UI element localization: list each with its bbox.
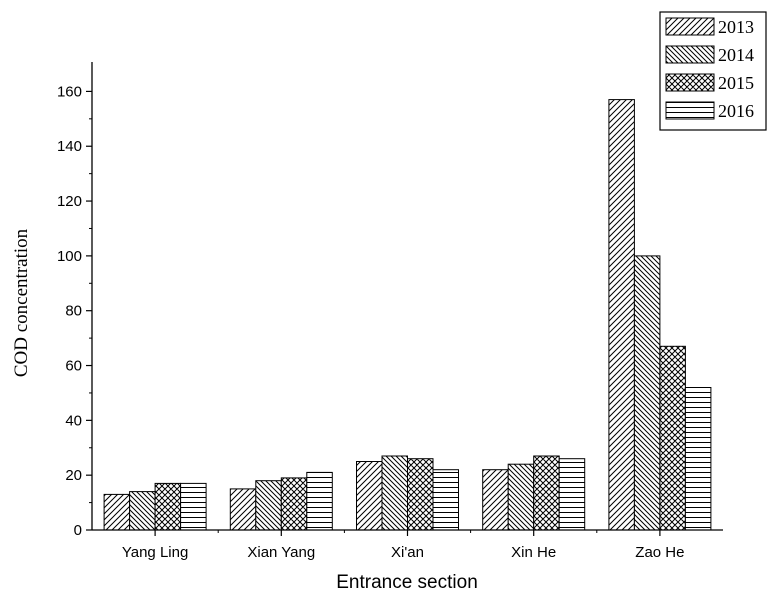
bars-group	[103, 99, 712, 531]
bar-2013-yang-ling	[103, 493, 131, 531]
bar-2013-xi-an	[356, 461, 383, 531]
x-tick-label: Yang Ling	[122, 544, 188, 561]
y-tick-label: 0	[74, 522, 82, 539]
bar-2015-xian-yang	[280, 477, 308, 531]
bar-2016-xian-yang	[306, 471, 333, 531]
x-tick-label: Xi'an	[391, 544, 424, 561]
bar-2013-xin-he	[482, 469, 509, 531]
bar-2015-xin-he	[533, 455, 560, 531]
legend-label-2014: 2014	[718, 45, 754, 65]
bar-2016-xin-he	[558, 458, 586, 531]
x-axis-title: Entrance section	[336, 572, 478, 593]
legend-label-2013: 2013	[718, 17, 754, 37]
y-tick-label: 160	[57, 83, 82, 100]
x-tick-label: Zao He	[635, 544, 684, 561]
bar-2016-yang-ling	[180, 482, 207, 531]
bar-2014-xian-yang	[255, 480, 282, 531]
x-tick-label: Xin He	[511, 544, 556, 561]
legend-swatch-2014	[665, 45, 715, 64]
bar-2013-xian-yang	[229, 488, 257, 531]
bar-2014-zao-he	[633, 255, 661, 531]
y-tick-label: 80	[65, 303, 82, 320]
bar-2015-zao-he	[659, 345, 686, 531]
legend-label-2016: 2016	[718, 101, 754, 121]
y-tick-label: 60	[65, 358, 82, 375]
bar-2013-zao-he	[608, 99, 635, 531]
y-tick-label: 20	[65, 467, 82, 484]
legend-swatch-2016	[665, 101, 715, 120]
y-tick-label: 140	[57, 138, 82, 155]
y-tick-label: 120	[57, 193, 82, 210]
y-axis-title: COD concentration	[11, 228, 32, 377]
bar-2015-yang-ling	[154, 482, 182, 531]
bar-2014-xi-an	[381, 455, 408, 531]
legend-swatch-2013	[665, 17, 715, 36]
bar-2014-xin-he	[507, 463, 535, 531]
y-tick-label: 40	[65, 412, 82, 429]
bar-2016-xi-an	[432, 469, 459, 531]
y-tick-label: 100	[57, 248, 82, 265]
bar-2014-yang-ling	[129, 491, 156, 531]
legend-swatch-2015	[665, 73, 715, 92]
legend-label-2015: 2015	[718, 73, 754, 93]
bar-2015-xi-an	[407, 458, 434, 531]
bar-2016-zao-he	[684, 387, 712, 531]
legend: 2013 2014 2015 2016	[659, 11, 767, 131]
x-tick-label: Xian Yang	[247, 544, 315, 561]
axes-group: 0 20 40 60 80 100 120 140 160 Yang Ling Xian Yang X…	[57, 62, 723, 561]
